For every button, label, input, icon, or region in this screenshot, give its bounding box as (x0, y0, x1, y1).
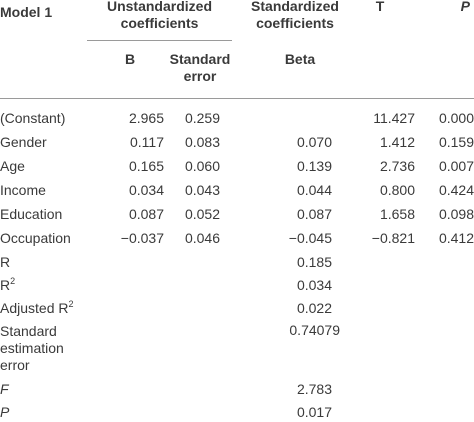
se-value: 0.060 (184, 158, 220, 174)
p-value: 0.007 (438, 158, 474, 174)
beta-value: 0.070 (296, 134, 332, 150)
adjusted-r-squared-label: Adjusted R2 (0, 299, 74, 317)
unstandardized-rule (87, 40, 232, 41)
b-value: −0.037 (120, 230, 164, 246)
t-value: 1.658 (379, 206, 415, 222)
p-value: 0.000 (438, 110, 474, 126)
t-header: T (375, 0, 385, 14)
r-label: R (0, 254, 11, 270)
unstandardized-header-line2: coefficients (120, 15, 199, 31)
unstandardized-header-line1: Unstandardized (106, 0, 212, 14)
adjusted-r-squared-text: Adjusted R (0, 300, 69, 316)
row-label: Education (0, 206, 63, 222)
t-value: 0.800 (379, 182, 415, 198)
p-value: 0.412 (438, 230, 474, 246)
adjusted-r-squared-value: 0.022 (296, 300, 332, 316)
se-value: 0.052 (184, 206, 220, 222)
beta-header: Beta (284, 51, 316, 67)
p-value: 0.424 (438, 182, 474, 198)
se-value: 0.043 (184, 182, 220, 198)
header-bottom-rule (0, 98, 474, 99)
beta-value: 0.044 (296, 182, 332, 198)
t-value: −0.821 (371, 230, 415, 246)
t-value: 11.427 (373, 110, 415, 126)
p-stat-value: 0.017 (296, 404, 332, 420)
see-value: 0.74079 (289, 322, 340, 338)
b-value: 0.165 (128, 158, 164, 174)
r-squared-text: R (0, 277, 11, 293)
model-header: Model 1 (0, 4, 53, 20)
b-value: 0.117 (130, 134, 164, 150)
se-value: 0.046 (184, 230, 220, 246)
row-label: Income (0, 182, 46, 198)
row-label: (Constant) (0, 110, 66, 126)
p-value: 0.098 (438, 206, 474, 222)
row-label: Gender (0, 134, 47, 150)
r-squared-superscript: 2 (10, 276, 16, 286)
p-value: 0.159 (438, 134, 474, 150)
se-header-line1: Standard (169, 51, 231, 67)
b-header: B (124, 51, 136, 67)
b-value: 2.965 (128, 110, 164, 126)
see-label-line3: error (0, 357, 30, 373)
r-squared-value: 0.034 (296, 277, 332, 293)
p-header: P (460, 0, 470, 14)
standardized-header-line2: coefficients (256, 15, 334, 31)
se-value: 0.259 (184, 110, 220, 126)
se-header-line2: error (183, 68, 217, 84)
b-value: 0.087 (128, 206, 164, 222)
beta-value: 0.087 (296, 206, 332, 222)
see-label-line1: Standard (0, 323, 57, 339)
t-value: 2.736 (379, 158, 415, 174)
f-value: 2.783 (296, 381, 332, 397)
se-value: 0.083 (184, 134, 220, 150)
beta-value: −0.045 (288, 230, 332, 246)
row-label: Age (0, 158, 25, 174)
b-value: 0.034 (128, 182, 164, 198)
f-label: F (0, 381, 9, 397)
row-label: Occupation (0, 230, 71, 246)
r-squared-label: R2 (0, 276, 16, 294)
r-value: 0.185 (296, 254, 332, 270)
adjusted-r-squared-superscript: 2 (68, 299, 74, 309)
beta-value: 0.139 (296, 158, 332, 174)
p-label: P (0, 404, 10, 420)
standardized-header-line1: Standardized (251, 0, 339, 14)
see-label-line2: estimation (0, 340, 64, 356)
t-value: 1.412 (379, 134, 415, 150)
